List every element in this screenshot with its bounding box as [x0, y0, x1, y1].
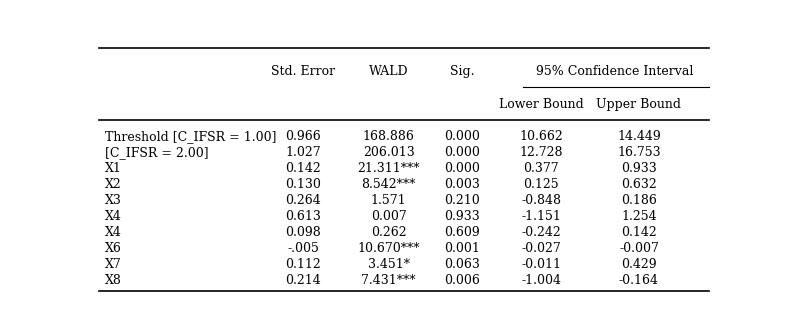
Text: 0.264: 0.264: [285, 194, 321, 207]
Text: [C_IFSR = 2.00]: [C_IFSR = 2.00]: [105, 146, 208, 159]
Text: 95% Confidence Interval: 95% Confidence Interval: [536, 65, 693, 78]
Text: 0.933: 0.933: [621, 162, 657, 175]
Text: 206.013: 206.013: [362, 146, 414, 159]
Text: 0.186: 0.186: [621, 194, 657, 207]
Text: 0.429: 0.429: [621, 258, 656, 271]
Text: 0.632: 0.632: [621, 178, 657, 191]
Text: 0.000: 0.000: [444, 162, 480, 175]
Text: 0.142: 0.142: [621, 226, 657, 239]
Text: 0.006: 0.006: [444, 274, 480, 287]
Text: X2: X2: [105, 178, 121, 191]
Text: 0.112: 0.112: [285, 258, 321, 271]
Text: 0.063: 0.063: [444, 258, 480, 271]
Text: X4: X4: [105, 226, 121, 239]
Text: 10.670***: 10.670***: [357, 242, 420, 255]
Text: -1.151: -1.151: [522, 210, 561, 223]
Text: 1.027: 1.027: [285, 146, 321, 159]
Text: -0.164: -0.164: [619, 274, 659, 287]
Text: X4: X4: [105, 210, 121, 223]
Text: 168.886: 168.886: [362, 130, 414, 143]
Text: 21.311***: 21.311***: [357, 162, 420, 175]
Text: 3.451*: 3.451*: [367, 258, 410, 271]
Text: 0.000: 0.000: [444, 130, 480, 143]
Text: Upper Bound: Upper Bound: [597, 98, 682, 111]
Text: -1.004: -1.004: [521, 274, 561, 287]
Text: X7: X7: [105, 258, 121, 271]
Text: 1.254: 1.254: [621, 210, 656, 223]
Text: 0.613: 0.613: [285, 210, 321, 223]
Text: 14.449: 14.449: [617, 130, 661, 143]
Text: 7.431***: 7.431***: [362, 274, 416, 287]
Text: 0.210: 0.210: [444, 194, 480, 207]
Text: 0.000: 0.000: [444, 146, 480, 159]
Text: X3: X3: [105, 194, 121, 207]
Text: 0.214: 0.214: [285, 274, 321, 287]
Text: 0.966: 0.966: [285, 130, 321, 143]
Text: 16.753: 16.753: [617, 146, 661, 159]
Text: 0.001: 0.001: [444, 242, 480, 255]
Text: 0.130: 0.130: [285, 178, 321, 191]
Text: 1.571: 1.571: [371, 194, 407, 207]
Text: -.005: -.005: [287, 242, 319, 255]
Text: -0.027: -0.027: [522, 242, 561, 255]
Text: Std. Error: Std. Error: [271, 65, 335, 78]
Text: 0.098: 0.098: [285, 226, 321, 239]
Text: WALD: WALD: [369, 65, 408, 78]
Text: X6: X6: [105, 242, 121, 255]
Text: 0.609: 0.609: [444, 226, 480, 239]
Text: 0.125: 0.125: [523, 178, 559, 191]
Text: -0.007: -0.007: [619, 242, 659, 255]
Text: Sig.: Sig.: [450, 65, 474, 78]
Text: 12.728: 12.728: [519, 146, 563, 159]
Text: -0.011: -0.011: [521, 258, 561, 271]
Text: 0.377: 0.377: [523, 162, 559, 175]
Text: 0.007: 0.007: [370, 210, 407, 223]
Text: 0.003: 0.003: [444, 178, 480, 191]
Text: 0.142: 0.142: [285, 162, 321, 175]
Text: Lower Bound: Lower Bound: [499, 98, 584, 111]
Text: -0.848: -0.848: [521, 194, 561, 207]
Text: 0.933: 0.933: [444, 210, 480, 223]
Text: 10.662: 10.662: [519, 130, 563, 143]
Text: Threshold [C_IFSR = 1.00]: Threshold [C_IFSR = 1.00]: [105, 130, 276, 143]
Text: X1: X1: [105, 162, 121, 175]
Text: 8.542***: 8.542***: [362, 178, 416, 191]
Text: 0.262: 0.262: [371, 226, 407, 239]
Text: -0.242: -0.242: [522, 226, 561, 239]
Text: X8: X8: [105, 274, 121, 287]
